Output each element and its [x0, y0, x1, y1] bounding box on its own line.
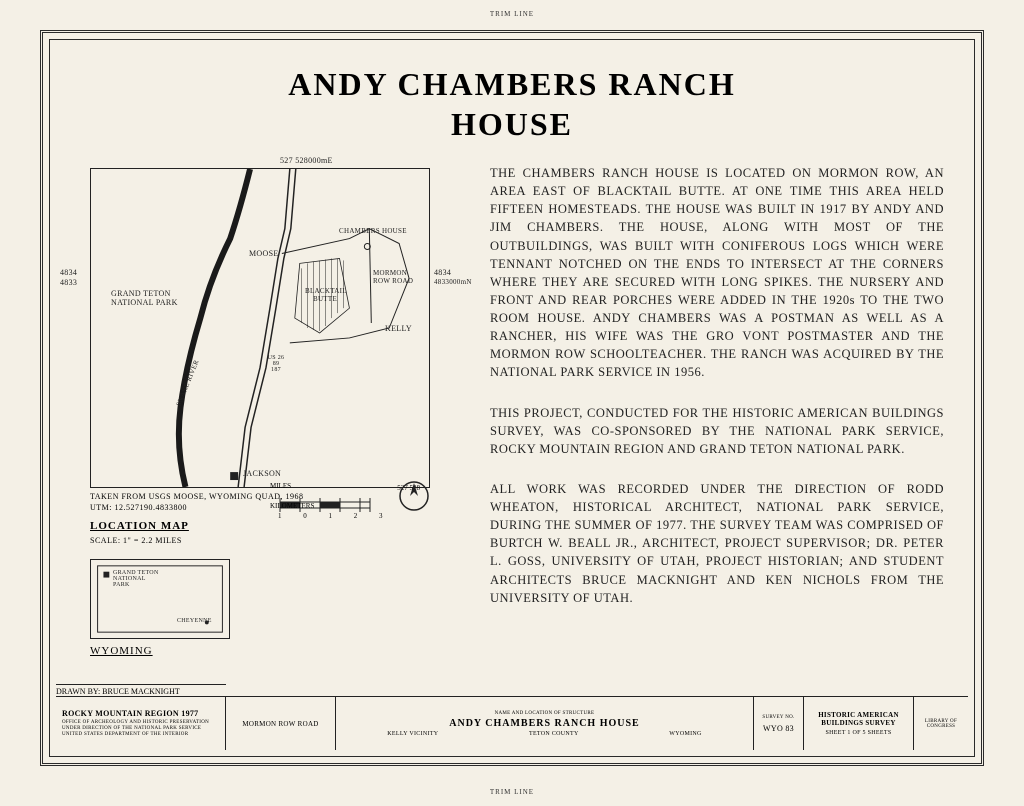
map-label-hwy: US 26 89 187: [267, 355, 285, 373]
content-area: 527 528000mE 4834 4833 4834 4833000mN: [50, 144, 974, 657]
tb-road: MORMON ROW ROAD: [232, 720, 329, 728]
tb-loc: LIBRARY OF CONGRESS: [920, 719, 962, 729]
state-cheyenne: CHEYENNE: [177, 618, 212, 624]
title-line-2: HOUSE: [50, 104, 974, 144]
scale-miles: MILES: [270, 482, 291, 490]
inner-border: ANDY CHAMBERS RANCH HOUSE 527 528000mE 4…: [49, 39, 975, 757]
tb-survey-no: WYO 83: [760, 724, 797, 733]
map-label-jackson: JACKSON: [243, 469, 281, 478]
paragraph-3: ALL WORK WAS RECORDED UNDER THE DIRECTIO…: [490, 480, 944, 607]
state-title: WYOMING: [90, 645, 460, 657]
tb-office: OFFICE OF ARCHEOLOGY AND HISTORIC PRESER…: [62, 720, 219, 738]
tb-sheet: SHEET 1 OF 5 SHEETS: [810, 730, 907, 736]
tb-region: ROCKY MOUNTAIN REGION 1977: [62, 709, 219, 718]
title-line-1: ANDY CHAMBERS RANCH: [50, 64, 974, 104]
state-park-label: GRAND TETON NATIONAL PARK: [113, 570, 163, 588]
map-label-moose: MOOSE: [249, 249, 279, 258]
document-title: ANDY CHAMBERS RANCH HOUSE: [50, 64, 974, 144]
paragraph-1: THE CHAMBERS RANCH HOUSE IS LOCATED ON M…: [490, 164, 944, 382]
location-map: MOOSE CHAMBERS HOUSE MORMON ROW ROAD KEL…: [90, 168, 430, 488]
tb-name: ANDY CHAMBERS RANCH HOUSE: [342, 718, 747, 729]
map-label-blacktail: BLACKTAIL BUTTE: [305, 287, 345, 303]
tb-county: TETON COUNTY: [529, 731, 579, 737]
trim-line-bottom: TRIM LINE: [490, 788, 534, 796]
north-arrow-icon: [398, 480, 430, 512]
scale-km: KILOMETERS: [270, 502, 314, 510]
coord-right-b: 4833000mN: [434, 278, 472, 286]
coord-right-a: 4834: [434, 268, 451, 277]
tb-survey-hdr: SURVEY NO.: [760, 715, 797, 720]
map-label-kelly: KELLY: [385, 324, 412, 333]
map-label-mormon: MORMON ROW ROAD: [373, 269, 417, 285]
left-column: 527 528000mE 4834 4833 4834 4833000mN: [80, 164, 460, 657]
tb-name-hdr: NAME AND LOCATION OF STRUCTURE: [342, 711, 747, 716]
map-scale: SCALE: 1" = 2.2 MILES: [90, 536, 460, 545]
scale-numbers: 1 0 1 2 3: [278, 512, 393, 520]
trim-line-top: TRIM LINE: [490, 10, 534, 18]
tb-state: WYOMING: [669, 731, 701, 737]
coord-left-b: 4833: [60, 278, 77, 287]
location-map-title: LOCATION MAP: [90, 520, 189, 532]
tb-habs: HISTORIC AMERICAN BUILDINGS SURVEY: [810, 711, 907, 727]
coord-left-a: 4834: [60, 268, 77, 277]
coord-top: 527 528000mE: [280, 156, 333, 165]
tb-vicinity: KELLY VICINITY: [387, 731, 438, 737]
right-column: THE CHAMBERS RANCH HOUSE IS LOCATED ON M…: [490, 164, 944, 657]
title-block: ROCKY MOUNTAIN REGION 1977 OFFICE OF ARC…: [56, 696, 968, 750]
map-label-chambers: CHAMBERS HOUSE: [339, 227, 407, 235]
drawn-by: DRAWN BY: BRUCE MACKNIGHT: [56, 684, 226, 696]
state-map: GRAND TETON NATIONAL PARK CHEYENNE: [90, 559, 230, 639]
paragraph-2: THIS PROJECT, CONDUCTED FOR THE HISTORIC…: [490, 404, 944, 458]
map-label-park: GRAND TETON NATIONAL PARK: [111, 289, 181, 307]
sheet-border: ANDY CHAMBERS RANCH HOUSE 527 528000mE 4…: [40, 30, 984, 766]
